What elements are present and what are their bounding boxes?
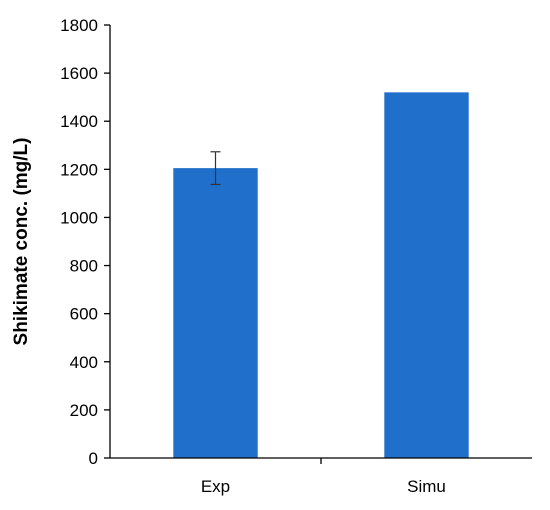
bars-group: [173, 92, 469, 458]
y-tick-label: 0: [89, 449, 98, 468]
y-tick-label: 600: [70, 305, 98, 324]
x-tick-label: Exp: [201, 477, 230, 496]
y-tick-label: 800: [70, 257, 98, 276]
x-tick-label: Simu: [407, 477, 446, 496]
x-ticks-group: Exp Simu: [201, 458, 446, 496]
y-tick-label: 400: [70, 353, 98, 372]
error-bar-exp: [210, 151, 221, 186]
y-ticks-group: 0 200 400 600 800 1000 1200 1400 1600 1800: [60, 16, 110, 468]
y-tick-label: 1400: [60, 112, 98, 131]
y-tick-label: 1000: [60, 208, 98, 227]
bar-simu: [384, 92, 469, 458]
error-bars-group: [210, 151, 221, 186]
y-tick-label: 1200: [60, 160, 98, 179]
bar-exp: [173, 168, 258, 458]
y-axis-title: Shikimate conc. (mg/L): [11, 138, 32, 346]
y-tick-label: 1800: [60, 16, 98, 35]
y-tick-label: 1600: [60, 64, 98, 83]
y-tick-label: 200: [70, 401, 98, 420]
